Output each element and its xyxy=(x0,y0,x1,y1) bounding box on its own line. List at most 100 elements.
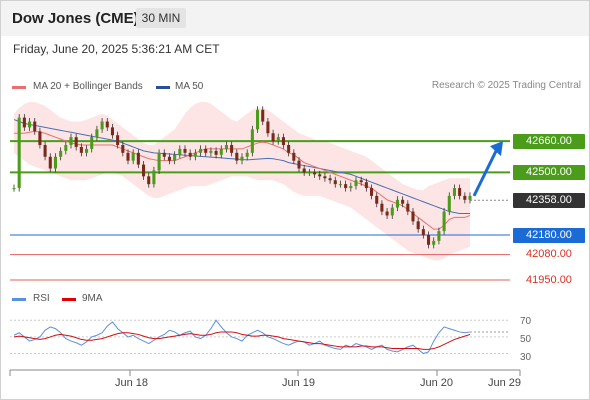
candle-body xyxy=(458,188,462,196)
x-tick-jun20: Jun 20 xyxy=(420,377,454,389)
forecast-arrow-head xyxy=(490,141,503,157)
candle-body xyxy=(17,117,21,189)
price-label-41950.00: 41950.00 xyxy=(526,273,572,286)
candle-body xyxy=(126,152,130,161)
candle-body xyxy=(79,146,83,153)
candle-body xyxy=(167,156,171,161)
price-label-42080.00: 42080.00 xyxy=(526,248,572,261)
x-tick-jun29: Jun 29 xyxy=(488,377,522,389)
candle-body xyxy=(240,156,244,161)
candle-body xyxy=(276,137,280,142)
candle-body xyxy=(468,195,472,200)
price-label-42500.00: 42500.00 xyxy=(513,164,585,180)
candle-body xyxy=(131,152,135,161)
candle-body xyxy=(416,221,420,230)
candle-body xyxy=(281,137,285,146)
candle-body xyxy=(219,148,223,155)
rsi-line xyxy=(13,319,471,355)
candle-body xyxy=(173,154,177,161)
candle-body xyxy=(193,152,197,157)
candle-body xyxy=(266,121,270,134)
candle-body xyxy=(380,203,384,212)
price-label-42660.00: 42660.00 xyxy=(513,133,585,149)
candle-body xyxy=(256,109,260,130)
ma20-line xyxy=(14,130,471,230)
candle-body xyxy=(59,150,63,157)
candle-body xyxy=(463,195,467,200)
candle-body xyxy=(452,188,456,196)
candle-body xyxy=(214,150,218,155)
candle-body xyxy=(406,203,410,212)
timeframe-badge[interactable]: 30 MIN xyxy=(136,8,186,28)
candle-body xyxy=(364,182,368,189)
candle-body xyxy=(333,180,337,185)
candle-body xyxy=(447,195,451,212)
candle-body xyxy=(100,121,104,130)
datetime-label: Friday, June 20, 2025 5:36:21 AM CET xyxy=(13,42,220,56)
ma20-legend-swatch xyxy=(12,86,26,89)
candle-body xyxy=(437,231,441,241)
candle-body xyxy=(338,184,342,186)
candle-body xyxy=(121,145,125,153)
candle-body xyxy=(178,148,182,155)
candle-body xyxy=(204,148,208,153)
candle-body xyxy=(69,137,73,146)
candle-body xyxy=(53,156,57,169)
candle-body xyxy=(323,176,327,179)
research-credit: Research © 2025 Trading Central xyxy=(431,80,581,91)
candle-body xyxy=(33,121,37,132)
rsi-ma-line xyxy=(13,331,471,350)
candle-body xyxy=(313,172,317,175)
bollinger-band-area xyxy=(14,101,470,261)
candle-body xyxy=(401,199,405,204)
candle-body xyxy=(22,117,26,128)
rsi-tick-50: 50 xyxy=(520,334,532,345)
chart-title: Dow Jones (CME) xyxy=(12,10,139,27)
candle-body xyxy=(48,156,52,169)
candle-body xyxy=(235,152,239,161)
candle-body xyxy=(152,170,156,185)
candle-body xyxy=(318,174,322,177)
candle-body xyxy=(245,152,249,157)
ma20-legend-label: MA 20 + Bollinger Bands xyxy=(33,81,143,92)
candle-body xyxy=(354,180,358,187)
candle-body xyxy=(395,199,399,208)
candle-body xyxy=(224,145,228,149)
candle-body xyxy=(292,152,296,161)
candle-body xyxy=(43,145,47,157)
header-bar: Dow Jones (CME) 30 MIN xyxy=(0,0,590,36)
x-tick-jun18: Jun 18 xyxy=(115,377,149,389)
candle-body xyxy=(199,148,203,153)
rsi-legend-label: RSI xyxy=(33,293,50,304)
candle-body xyxy=(302,168,306,173)
candle-body xyxy=(271,133,275,142)
candle-body xyxy=(261,109,265,122)
candle-body xyxy=(427,235,431,245)
forecast-arrow-shaft xyxy=(472,148,499,197)
candle-body xyxy=(307,172,311,174)
rsi-tick-30: 30 xyxy=(520,352,532,363)
candle-body xyxy=(432,240,436,245)
candle-body xyxy=(421,229,425,236)
ma50-legend-label: MA 50 xyxy=(175,81,204,92)
candle-body xyxy=(359,180,363,183)
candle-body xyxy=(157,152,161,171)
candle-body xyxy=(349,186,353,189)
candle-body xyxy=(105,121,109,128)
candle-body xyxy=(38,131,42,146)
candle-body xyxy=(162,152,166,157)
candle-body xyxy=(64,145,68,151)
candle-body xyxy=(385,211,389,216)
candle-body xyxy=(411,211,415,222)
candle-body xyxy=(209,150,213,153)
candle-body xyxy=(110,127,114,136)
candle-body xyxy=(85,148,89,153)
candle-body xyxy=(95,129,99,138)
rsi-legend-swatch xyxy=(12,298,26,301)
candle-body xyxy=(136,152,140,165)
candle-body xyxy=(287,145,291,153)
candle-body xyxy=(28,121,32,128)
candle-body xyxy=(297,160,301,169)
candle-body xyxy=(116,135,120,146)
